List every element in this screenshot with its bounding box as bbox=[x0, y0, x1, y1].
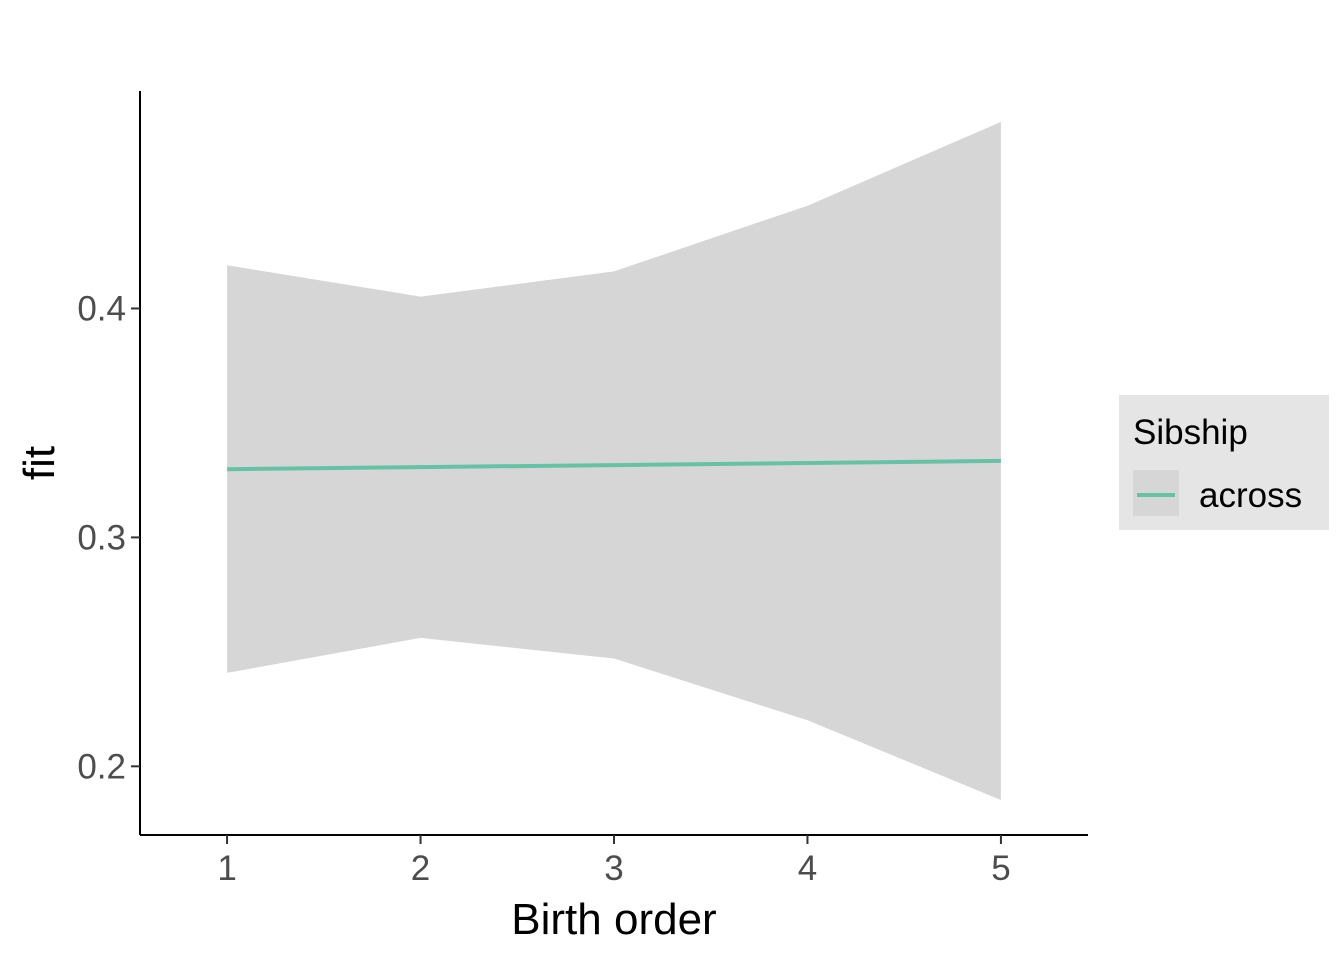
legend-label: across bbox=[1199, 476, 1302, 515]
y-axis-ticks: 0.2 0.3 0.4 bbox=[77, 289, 140, 786]
x-tick-label: 1 bbox=[217, 849, 236, 888]
series-lines bbox=[227, 458, 1001, 472]
x-tick-label: 3 bbox=[604, 849, 623, 888]
y-tick-label: 0.4 bbox=[77, 289, 126, 328]
y-axis-title: fit bbox=[15, 446, 64, 480]
x-axis-ticks: 1 2 3 4 5 bbox=[217, 835, 1011, 888]
confidence-ribbon bbox=[227, 121, 1001, 800]
x-tick-label: 5 bbox=[991, 849, 1010, 888]
y-tick-label: 0.3 bbox=[77, 518, 126, 557]
legend-entries: across bbox=[1133, 470, 1302, 516]
x-axis-title: Birth order bbox=[511, 895, 716, 944]
confidence-ribbons bbox=[227, 121, 1001, 800]
x-tick-label: 4 bbox=[798, 849, 817, 888]
series-line-across bbox=[227, 458, 1001, 472]
y-tick-label: 0.2 bbox=[77, 747, 126, 786]
x-tick-label: 2 bbox=[411, 849, 430, 888]
legend: Sibship across bbox=[1119, 395, 1329, 530]
legend-title: Sibship bbox=[1133, 413, 1248, 452]
